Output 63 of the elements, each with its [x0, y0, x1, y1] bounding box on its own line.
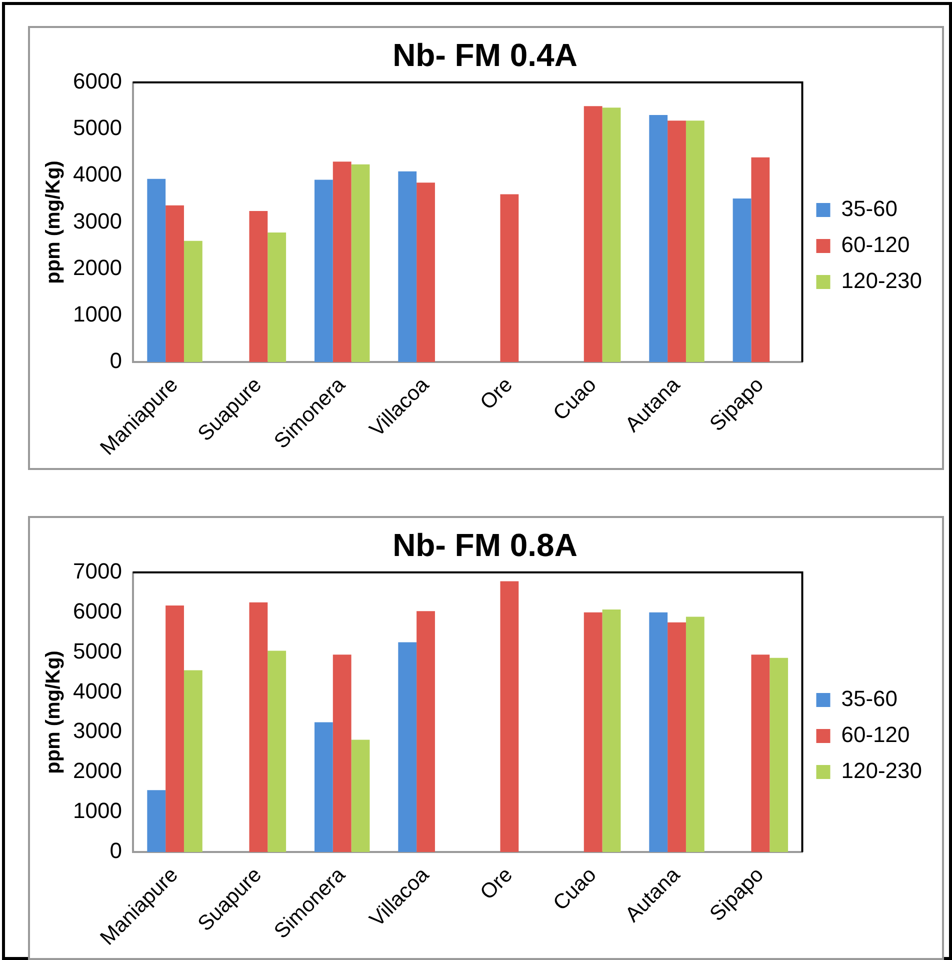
bar	[249, 211, 268, 362]
legend-label: 120-230	[841, 758, 922, 784]
bar	[668, 120, 686, 362]
y-tick-label: 4000	[72, 162, 122, 187]
chart-title: Nb- FM 0.4A	[392, 37, 578, 74]
bar	[166, 606, 184, 852]
legend-label: 35-60	[841, 686, 898, 712]
bar	[351, 164, 370, 362]
bar	[332, 654, 352, 852]
bar	[268, 650, 286, 852]
bar	[314, 180, 333, 362]
bar	[751, 157, 770, 362]
legend-label: 120-230	[841, 268, 922, 294]
y-tick-label: 7000	[72, 558, 122, 584]
bar	[500, 581, 519, 852]
bar	[147, 178, 166, 362]
bar	[584, 106, 602, 362]
bar	[602, 610, 621, 852]
chart-title: Nb- FM 0.8A	[392, 527, 578, 564]
bar	[398, 171, 417, 362]
y-tick-label: 5000	[72, 115, 122, 140]
y-tick-label: 1000	[72, 798, 122, 824]
bar	[584, 612, 602, 852]
bar	[751, 654, 770, 852]
y-tick-label: 6000	[72, 68, 122, 94]
bar	[686, 616, 704, 852]
bar	[249, 602, 268, 852]
bar	[416, 611, 435, 852]
bar	[649, 612, 668, 852]
y-tick-label: 2000	[72, 254, 122, 280]
bar	[686, 120, 704, 362]
y-tick-label: 3000	[72, 208, 122, 234]
y-axis-title: ppm (mg/Kg)	[42, 160, 65, 284]
y-tick-label: 2000	[72, 758, 122, 784]
bar	[332, 162, 352, 362]
bar	[500, 194, 519, 362]
legend-label: 60-120	[841, 722, 910, 748]
bar	[314, 722, 333, 852]
y-tick-label: 5000	[72, 638, 122, 664]
bar	[166, 205, 184, 362]
y-tick-label: 4000	[72, 678, 122, 704]
y-tick-label: 3000	[72, 718, 122, 744]
bar	[268, 232, 286, 362]
legend-label: 60-120	[841, 232, 910, 258]
y-axis-title: ppm (mg/Kg)	[42, 650, 65, 774]
x-tick-label: Ore	[476, 373, 518, 414]
bar	[668, 622, 686, 852]
bar	[351, 740, 370, 852]
bar	[416, 182, 435, 362]
bar	[184, 240, 202, 362]
y-tick-label: 1000	[72, 301, 122, 326]
bar	[770, 658, 788, 852]
legend-label: 35-60	[841, 196, 898, 222]
bar	[602, 108, 621, 362]
bar	[147, 790, 166, 852]
bar	[398, 642, 417, 852]
y-tick-label: 6000	[72, 598, 122, 624]
bar	[649, 115, 668, 362]
x-tick-label: Ore	[476, 863, 518, 904]
y-tick-label: 0	[110, 348, 122, 374]
bar	[184, 670, 202, 852]
bar	[732, 198, 752, 362]
y-tick-label: 0	[110, 838, 122, 864]
